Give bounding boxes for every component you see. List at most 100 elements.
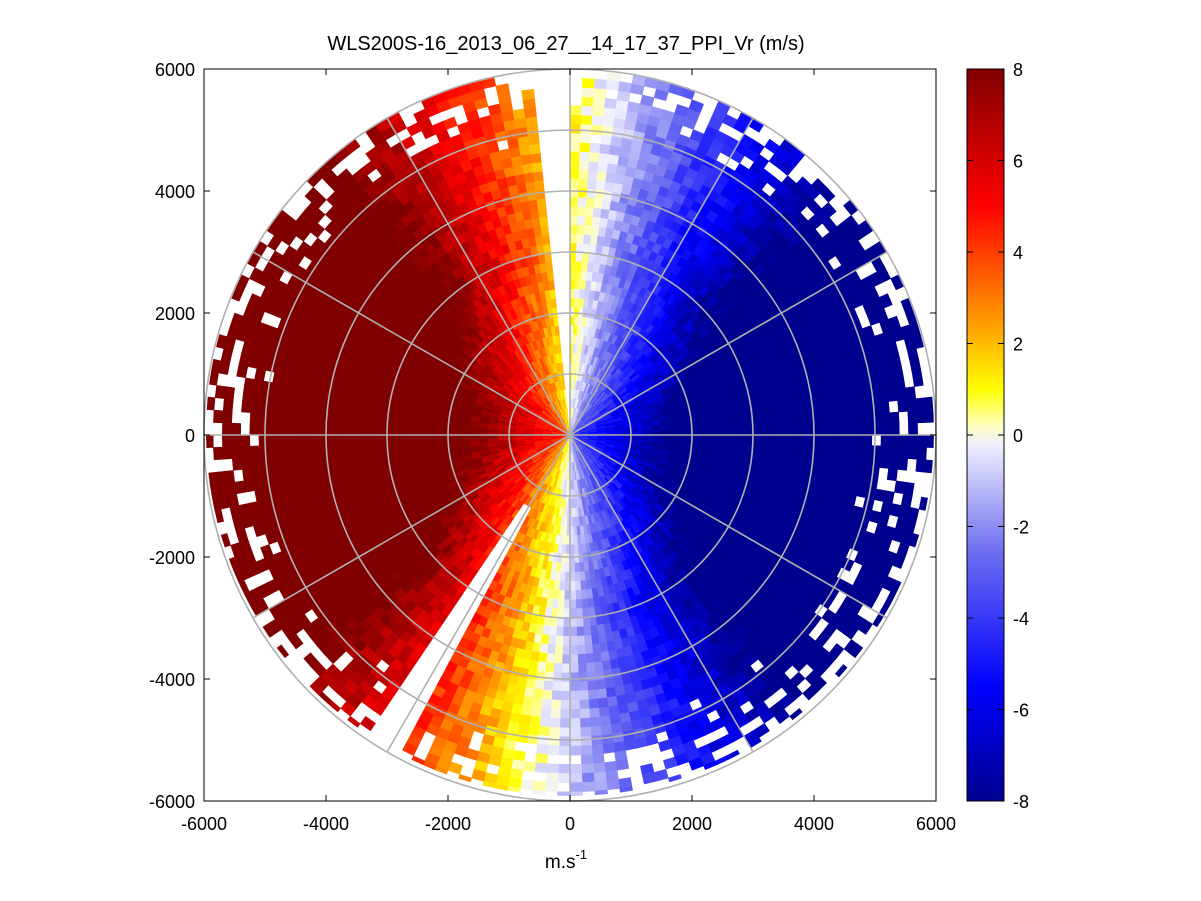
velocity-cell [725, 434, 735, 442]
velocity-cell [569, 141, 581, 152]
velocity-cell [569, 672, 579, 683]
velocity-cell [842, 405, 854, 417]
velocity-cell [794, 393, 806, 404]
velocity-cell [917, 434, 928, 448]
velocity-cell [537, 735, 550, 746]
velocity-cell [580, 735, 592, 747]
velocity-cell [788, 442, 799, 452]
velocity-cell [557, 773, 571, 783]
velocity-cell [577, 215, 586, 226]
velocity-cell [581, 607, 590, 618]
velocity-cell [579, 571, 586, 582]
velocity-cell [548, 625, 557, 637]
velocity-cell [569, 718, 581, 729]
velocity-cell [741, 409, 753, 418]
velocity-cell [581, 598, 589, 609]
velocity-cell [578, 690, 589, 701]
velocity-cell [831, 387, 843, 399]
velocity-cell [602, 742, 615, 754]
velocity-cell [579, 699, 590, 710]
velocity-cell [314, 451, 325, 463]
velocity-cell [544, 781, 559, 792]
velocity-cell [877, 390, 889, 403]
velocity-cell [351, 456, 362, 466]
velocity-cell [553, 662, 563, 674]
velocity-cell [907, 410, 918, 424]
velocity-cell [578, 562, 585, 573]
velocity-cell [558, 580, 566, 591]
velocity-cell [606, 79, 620, 91]
velocity-cell [724, 423, 735, 430]
velocity-cell [277, 454, 289, 466]
velocity-cell [531, 697, 543, 709]
velocity-cell [618, 81, 633, 93]
velocity-cell [535, 670, 546, 681]
velocity-cell [670, 427, 680, 432]
velocity-cell [651, 428, 662, 433]
velocity-cell [814, 460, 826, 471]
velocity-cell [607, 705, 620, 717]
velocity-cell [604, 678, 615, 689]
velocity-cell [580, 589, 588, 600]
velocity-cell [576, 635, 585, 646]
velocity-cell [559, 718, 571, 729]
velocity-cell [581, 781, 596, 792]
velocity-cell [751, 414, 762, 423]
velocity-cell [852, 414, 863, 426]
velocity-cell [352, 464, 364, 474]
velocity-cell [559, 571, 566, 582]
velocity-cell [752, 428, 763, 436]
velocity-cell [532, 688, 544, 700]
velocity-cell [859, 465, 871, 478]
velocity-cell [615, 759, 630, 771]
velocity-cell [796, 401, 807, 412]
velocity-cell [891, 364, 904, 379]
velocity-cell [825, 434, 836, 445]
velocity-cell [530, 706, 542, 718]
velocity-cell [600, 134, 613, 146]
velocity-cell [577, 653, 587, 664]
velocity-cell [387, 446, 398, 455]
velocity-cell [586, 179, 598, 190]
velocity-cell [569, 690, 580, 701]
velocity-cell [595, 679, 606, 691]
velocity-cell [569, 260, 577, 271]
velocity-cell [912, 372, 924, 387]
velocity-cell [607, 153, 620, 165]
velocity-cell [599, 715, 612, 727]
velocity-cell [591, 643, 601, 654]
velocity-cell [569, 581, 576, 591]
velocity-cell [595, 179, 606, 191]
velocity-cell [578, 681, 589, 692]
velocity-cell [569, 215, 578, 225]
velocity-cell [548, 735, 560, 747]
velocity-cell [779, 442, 790, 451]
velocity-cell [797, 409, 808, 420]
velocity-cell [816, 434, 827, 445]
velocity-cell [591, 744, 604, 755]
velocity-cell [528, 715, 541, 727]
velocity-cell [724, 417, 735, 425]
velocity-cell [269, 465, 281, 478]
velocity-cell [574, 562, 580, 573]
velocity-cell [585, 197, 596, 208]
velocity-cell [751, 447, 762, 456]
velocity-cell [575, 270, 582, 281]
velocity-cell [562, 626, 571, 637]
velocity-cell [554, 644, 563, 655]
velocity-cell [750, 407, 762, 417]
velocity-cell [334, 466, 346, 477]
velocity-cell [733, 416, 744, 424]
velocity-cell [788, 410, 799, 420]
velocity-cell [583, 625, 592, 637]
velocity-cell [592, 753, 605, 764]
velocity-cell [706, 419, 717, 426]
velocity-cell [716, 429, 726, 436]
velocity-cell [789, 434, 800, 444]
velocity-cell [569, 123, 582, 134]
velocity-cell [761, 420, 772, 429]
velocity-cell [583, 634, 593, 646]
velocity-cell [324, 459, 335, 470]
velocity-cell [602, 116, 615, 128]
velocity-cell [569, 187, 579, 198]
